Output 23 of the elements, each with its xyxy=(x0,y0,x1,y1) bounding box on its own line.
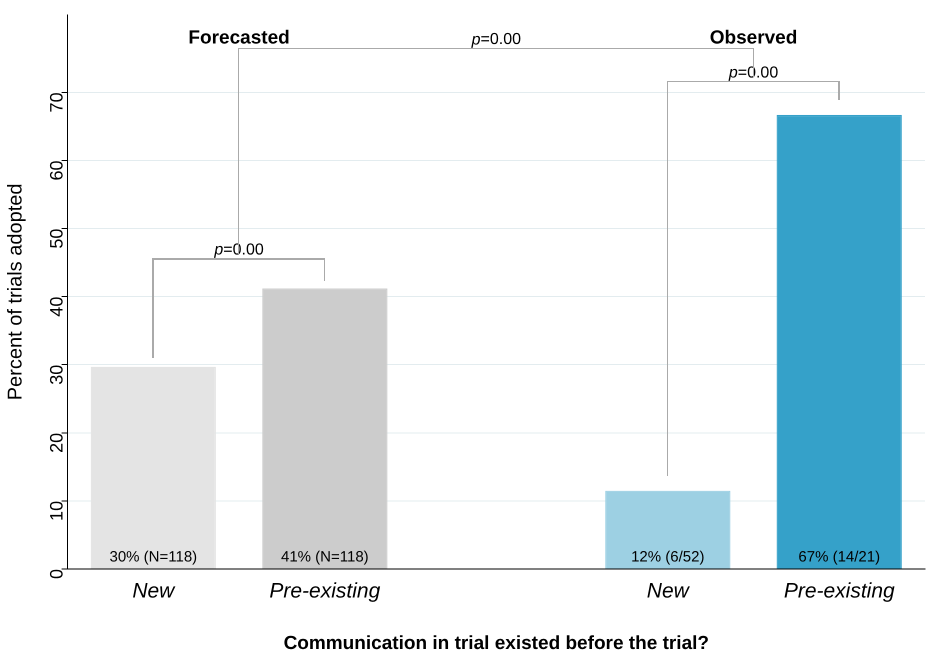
y-tick-label: 40 xyxy=(46,296,67,317)
y-tick-label: 0 xyxy=(46,569,67,580)
y-tick-label: 10 xyxy=(46,500,67,521)
data-label: 67% (14/21) xyxy=(798,548,880,566)
x-tick-label: Pre-existing xyxy=(269,579,381,602)
data-label: 12% (6/52) xyxy=(631,548,704,566)
x-tick-label: Pre-existing xyxy=(784,579,896,602)
x-tick-label: New xyxy=(646,579,691,602)
annotation: Observed xyxy=(710,28,798,49)
y-tick-label: 60 xyxy=(46,160,67,181)
x-tick-label: New xyxy=(132,579,176,602)
annotation: p=0.00 xyxy=(728,64,778,82)
annotation: Forecasted xyxy=(188,28,290,49)
annotation: p=0.00 xyxy=(213,242,264,259)
y-axis-title: Percent of trials adopted xyxy=(4,184,27,400)
y-tick-label: 20 xyxy=(46,432,67,453)
y-tick-label: 50 xyxy=(46,228,67,249)
y-tick-label: 70 xyxy=(46,92,67,112)
y-tick-label: 30 xyxy=(46,364,67,385)
annotation: p=0.00 xyxy=(470,31,522,48)
x-axis-title: Communication in trial existed before the trial? xyxy=(284,632,710,654)
data-label: 41% (N=118) xyxy=(280,548,369,566)
data-label: 30% (N=118) xyxy=(109,548,198,566)
